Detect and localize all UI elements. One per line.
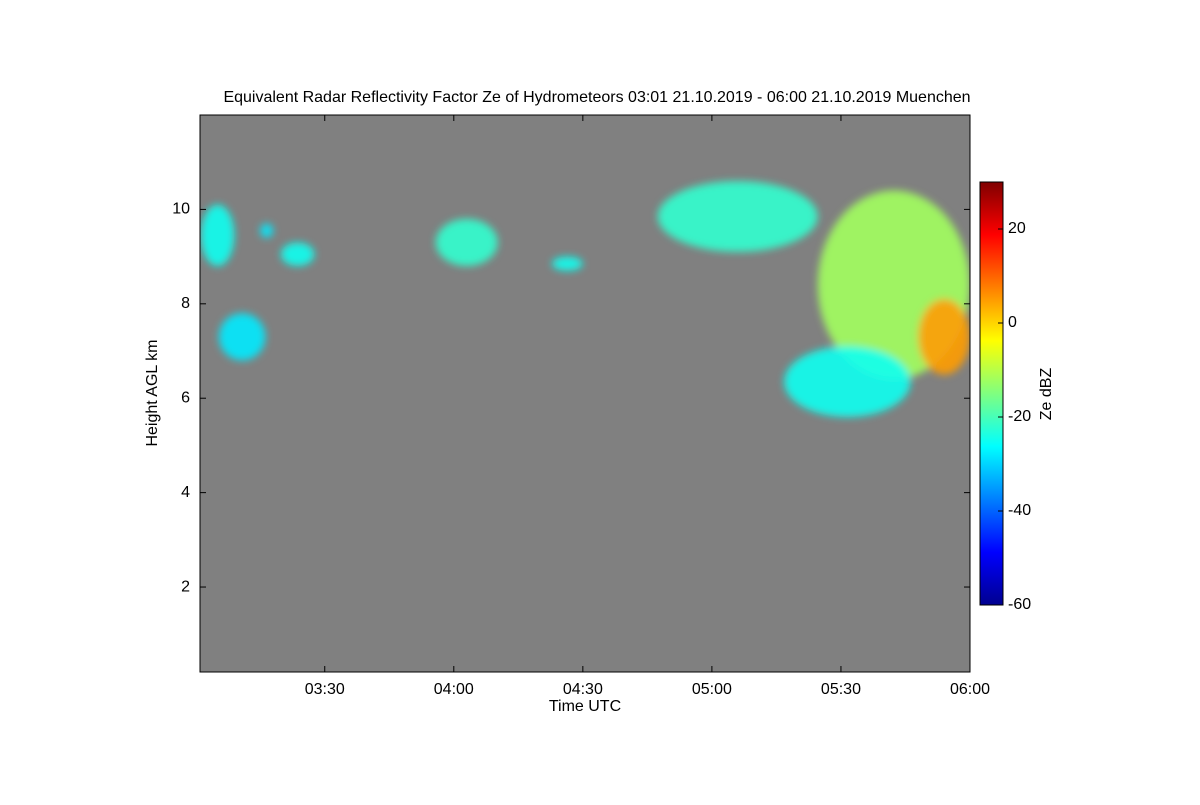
y-tick-label: 8 bbox=[181, 295, 190, 312]
y-axis-label: Height AGL km bbox=[144, 339, 161, 446]
echo bbox=[784, 346, 911, 418]
x-tick-label: 05:30 bbox=[821, 681, 861, 698]
echo bbox=[435, 218, 498, 267]
echo bbox=[200, 204, 235, 267]
echo bbox=[280, 242, 315, 267]
y-tick-label: 10 bbox=[172, 201, 190, 218]
x-tick-label: 03:30 bbox=[305, 681, 345, 698]
echo bbox=[918, 299, 970, 375]
x-tick-label: 04:00 bbox=[434, 681, 474, 698]
colorbar bbox=[979, 181, 1004, 606]
x-tick-label: 06:00 bbox=[950, 681, 990, 698]
x-tick-label: 05:00 bbox=[692, 681, 732, 698]
plot-frame bbox=[199, 114, 971, 673]
echo bbox=[657, 181, 818, 252]
x-tick-label: 04:30 bbox=[563, 681, 603, 698]
y-tick-label: 6 bbox=[181, 389, 190, 406]
y-tick-label: 4 bbox=[181, 484, 190, 501]
colorbar-tick-label: 20 bbox=[1008, 220, 1026, 237]
echo bbox=[260, 223, 274, 238]
colorbar-tick-label: -40 bbox=[1008, 502, 1031, 519]
x-axis-label: Time UTC bbox=[549, 698, 621, 715]
chart-title: Equivalent Radar Reflectivity Factor Ze … bbox=[223, 89, 970, 106]
colorbar-tick-label: -60 bbox=[1008, 596, 1031, 613]
echo bbox=[551, 256, 583, 271]
echo bbox=[218, 313, 266, 361]
colorbar-tick-label: 0 bbox=[1008, 314, 1017, 331]
colorbar-label: Ze dBZ bbox=[1038, 368, 1055, 421]
colorbar-tick-label: -20 bbox=[1008, 408, 1031, 425]
y-tick-label: 2 bbox=[181, 578, 190, 595]
echo-layer bbox=[200, 181, 970, 418]
